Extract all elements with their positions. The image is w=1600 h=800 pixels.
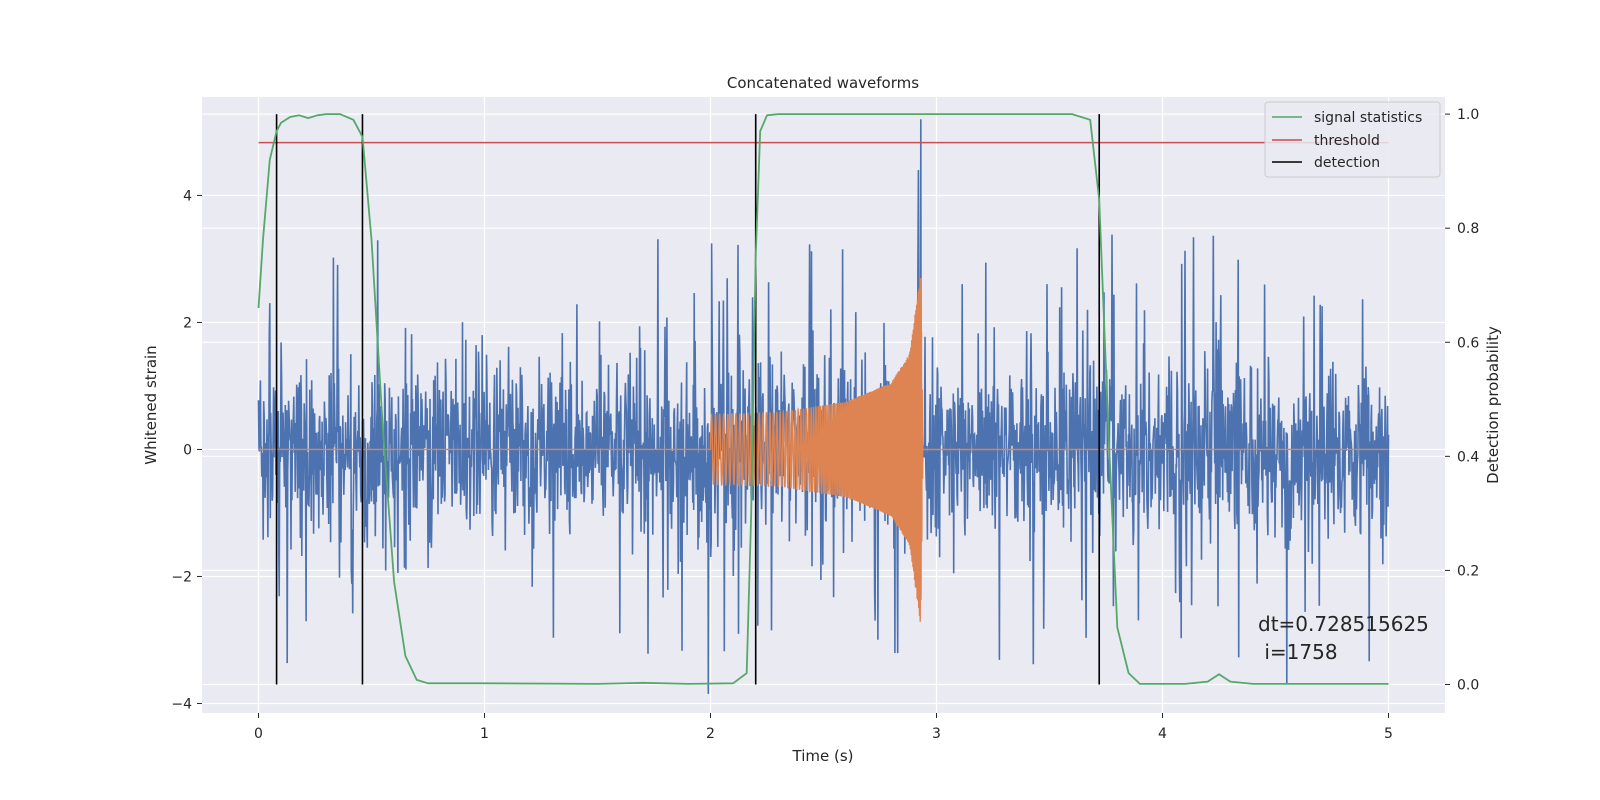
y-right-tick-label: 0.6: [1457, 335, 1479, 351]
y-tick-label: 0: [183, 442, 192, 458]
y-right-axis-label: Detection probability: [1484, 326, 1502, 484]
x-tick-label: 0: [254, 726, 263, 742]
legend-box: [1264, 101, 1441, 178]
y-tick-label: −2: [171, 569, 192, 585]
waveform-line: [258, 277, 1389, 622]
waveform-series: [258, 277, 1389, 622]
x-tick-label: 2: [706, 726, 715, 742]
chart-title: Concatenated waveforms: [727, 74, 919, 92]
annotation-i: i=1758: [1258, 640, 1338, 664]
y-right-tick-label: 0.8: [1457, 221, 1479, 237]
axes: 0 1 2 3 4 5 −4 −2 0 2 4 0.0 0.2 0.4 0.6 0.8 1.0: [171, 107, 1479, 742]
legend: signal statistics threshold detection: [1264, 101, 1441, 178]
y-right-tick-label: 0.4: [1457, 449, 1479, 465]
legend-label-signal-statistics: signal statistics: [1314, 110, 1422, 126]
signal-statistics-line: [257, 113, 1389, 685]
y-tick-label: 2: [183, 315, 192, 331]
x-tick-label: 4: [1158, 726, 1167, 742]
y-tick-label: −4: [171, 696, 192, 712]
x-tick-label: 5: [1384, 726, 1393, 742]
legend-label-threshold: threshold: [1314, 133, 1380, 149]
x-tick-label: 1: [480, 726, 489, 742]
y-right-tick-label: 0.2: [1457, 563, 1479, 579]
x-axis-label: Time (s): [792, 747, 854, 765]
right-axis-series: [257, 113, 1389, 685]
annotation-dt: dt=0.728515625: [1258, 612, 1429, 636]
y-axis-label: Whitened strain: [142, 345, 160, 464]
y-right-tick-label: 1.0: [1457, 107, 1479, 123]
y-tick-label: 4: [183, 188, 192, 204]
x-tick-label: 3: [932, 726, 941, 742]
y-right-tick-label: 0.0: [1457, 677, 1479, 693]
legend-label-detection: detection: [1314, 155, 1380, 171]
